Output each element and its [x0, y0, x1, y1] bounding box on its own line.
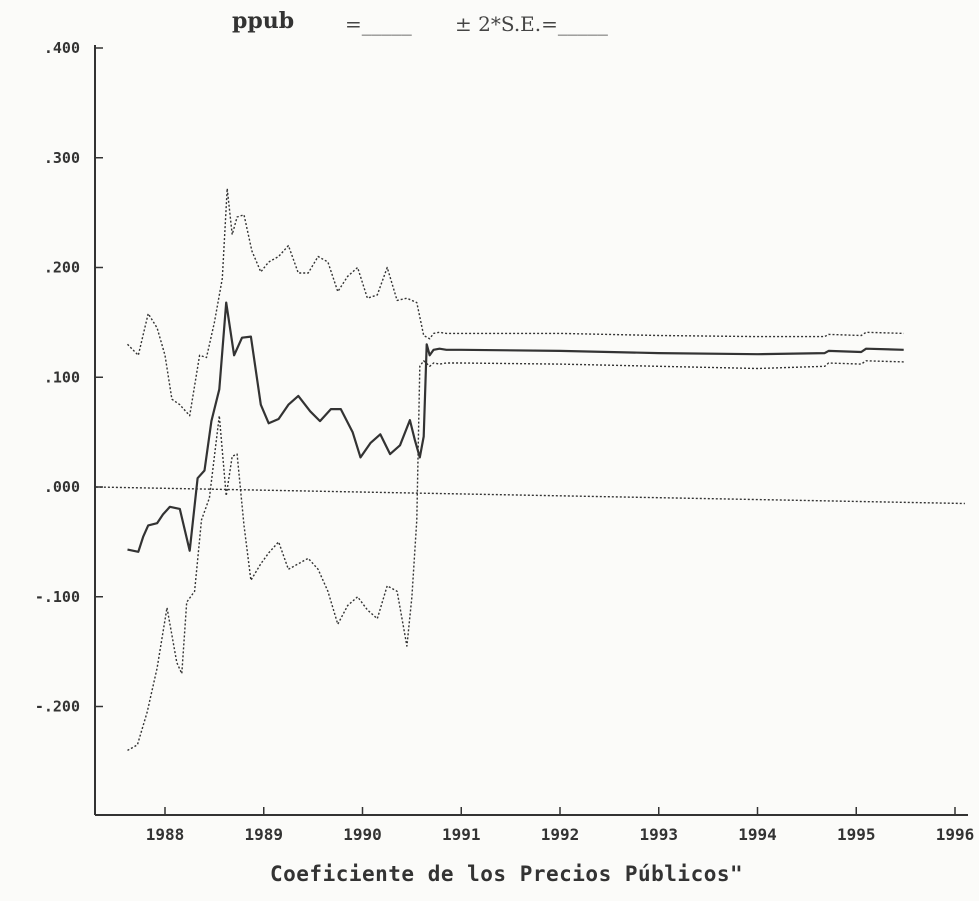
x-tick-label: 1990 — [343, 825, 382, 844]
chart-caption: Coeficiente de los Precios Públicos" — [270, 862, 744, 886]
x-tick-label: 1994 — [738, 825, 777, 844]
x-tick-label: 1989 — [244, 825, 283, 844]
y-tick-group: .400 .300 .200 .100 .000 -.100 -.200 — [35, 39, 103, 716]
y-tick-label: .400 — [44, 39, 80, 57]
x-tick-label: 1991 — [442, 825, 481, 844]
series-coefficient-line — [127, 301, 904, 553]
y-tick-label: -.200 — [35, 698, 80, 716]
chart-title-se-label: ± 2*S.E.=_____ — [455, 12, 608, 36]
series-lower-band-line — [127, 360, 904, 752]
x-tick-group: 1988 1989 1990 1991 1992 1993 1994 1995 1996 — [146, 807, 975, 844]
series-group — [95, 187, 965, 752]
y-tick-label: .200 — [44, 259, 80, 277]
y-tick-label: -.100 — [35, 588, 80, 606]
chart-title-equals: =_____ — [345, 12, 412, 36]
y-tick-label: .100 — [44, 368, 80, 386]
x-tick-label: 1992 — [541, 825, 580, 844]
x-tick-label: 1995 — [837, 825, 876, 844]
x-tick-label: 1993 — [639, 825, 678, 844]
x-tick-label: 1988 — [146, 825, 185, 844]
chart-title-variable: ppub — [232, 8, 295, 34]
y-tick-label: .000 — [44, 478, 80, 496]
series-upper-band-line — [127, 187, 904, 417]
x-tick-label: 1996 — [936, 825, 975, 844]
y-tick-label: .300 — [44, 149, 80, 167]
zero-reference-line — [95, 486, 965, 505]
